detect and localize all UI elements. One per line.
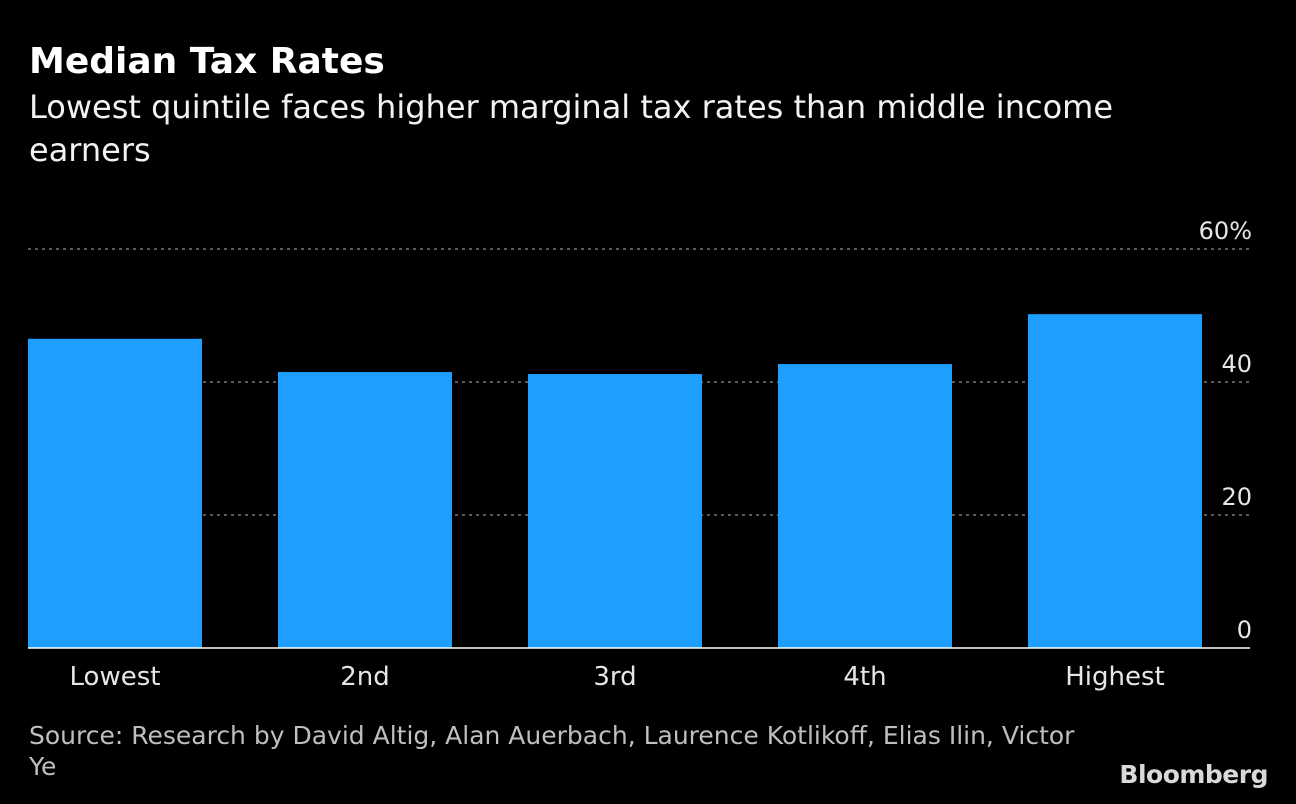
bar-chart: 0 20 40 60% Lowest 2nd 3rd 4th Highest xyxy=(28,217,1252,692)
bar-3rd xyxy=(528,374,702,648)
x-tick-label-lowest: Lowest xyxy=(70,662,161,692)
x-tick-label-3rd: 3rd xyxy=(593,662,636,692)
y-tick-label-40: 40 xyxy=(1221,350,1252,378)
bar-4th xyxy=(778,364,952,648)
chart-title: Median Tax Rates xyxy=(29,41,385,82)
x-tick-labels: Lowest 2nd 3rd 4th Highest xyxy=(70,662,1165,692)
bloomberg-logo: Bloomberg xyxy=(1119,760,1268,789)
x-tick-label-highest: Highest xyxy=(1065,662,1165,692)
bar-highest xyxy=(1028,314,1202,648)
y-tick-label-20: 20 xyxy=(1221,483,1252,511)
bars xyxy=(28,314,1202,648)
x-tick-label-2nd: 2nd xyxy=(340,662,390,692)
bar-lowest xyxy=(28,338,202,648)
y-tick-labels: 0 20 40 60% xyxy=(1199,217,1252,644)
y-tick-label-0: 0 xyxy=(1237,616,1252,644)
y-tick-label-60: 60% xyxy=(1199,217,1252,245)
x-tick-label-4th: 4th xyxy=(843,662,886,692)
bar-2nd xyxy=(278,372,452,648)
chart-subtitle: Lowest quintile faces higher marginal ta… xyxy=(29,88,1113,169)
source-note: Source: Research by David Altig, Alan Au… xyxy=(29,721,1075,781)
